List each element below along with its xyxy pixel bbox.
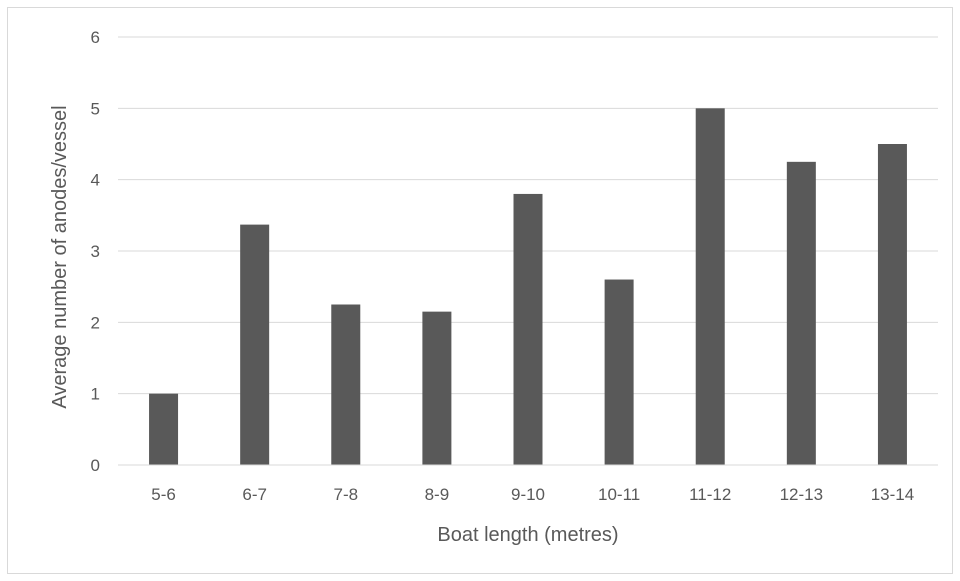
x-tick-label: 8-9 [425,485,450,504]
bar-6-7 [240,225,269,465]
x-tick-label: 5-6 [151,485,176,504]
bar-5-6 [149,394,178,465]
y-axis-title: Average number of anodes/vessel [49,105,71,408]
bar-11-12 [696,108,725,465]
y-tick-label: 3 [91,242,100,261]
x-tick-label: 12-13 [780,485,823,504]
bar-7-8 [331,305,360,466]
bar-8-9 [422,312,451,465]
y-tick-label: 5 [91,99,100,118]
y-tick-labels: 0 1 2 3 4 5 6 [91,28,100,475]
x-tick-label: 13-14 [871,485,914,504]
y-tick-label: 1 [91,385,100,404]
y-tick-label: 2 [91,313,100,332]
bar-10-11 [605,280,634,465]
y-tick-label: 6 [91,28,100,47]
bars [149,108,907,465]
x-tick-label: 11-12 [689,485,731,504]
x-tick-label: 7-8 [333,485,358,504]
x-tick-label: 6-7 [242,485,267,504]
y-tick-label: 0 [91,456,100,475]
bar-13-14 [878,144,907,465]
y-tick-label: 4 [91,171,100,190]
x-tick-label: 9-10 [511,485,545,504]
x-tick-labels: 5-6 6-7 7-8 8-9 9-10 10-11 11-12 12-13 13-14 [151,485,914,504]
bar-12-13 [787,162,816,465]
bar-9-10 [514,194,543,465]
x-tick-label: 10-11 [598,485,640,504]
x-axis-title: Boat length (metres) [437,524,618,546]
